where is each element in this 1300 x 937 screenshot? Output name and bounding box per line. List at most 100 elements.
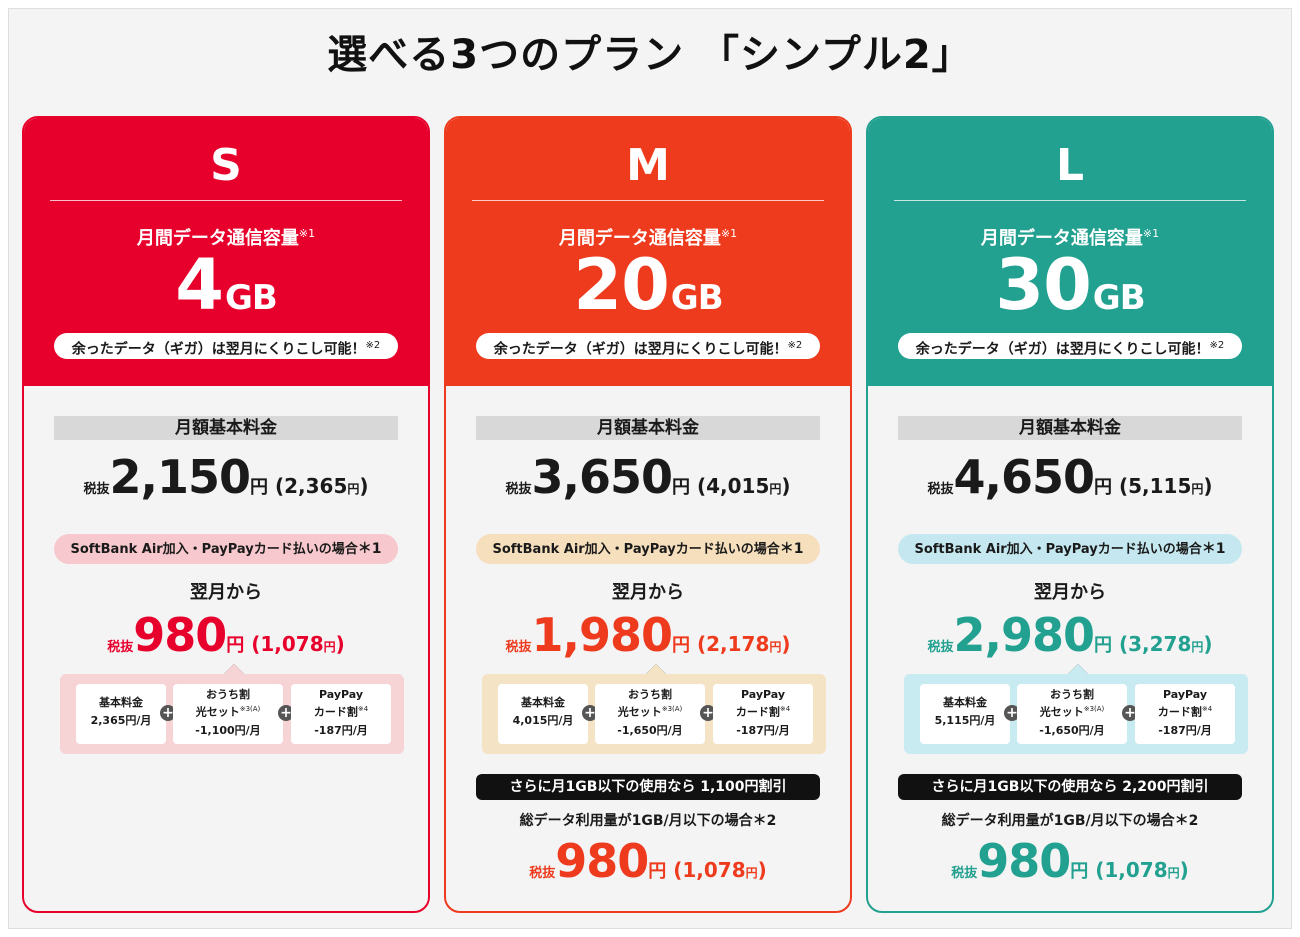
capacity-label-text: 月間データ通信容量 — [136, 228, 299, 249]
base-fee-label: 月額基本料金 — [898, 416, 1242, 440]
breakdown-base-fee: 基本料金 2,365円/月 — [76, 684, 166, 744]
breakdown-home-note: ※3(A) — [239, 705, 261, 713]
final-price: 980 — [977, 834, 1071, 888]
yen-unit: 円 — [250, 477, 268, 498]
header-divider — [50, 200, 402, 201]
breakdown-base-fee: 基本料金 5,115円/月 — [920, 684, 1010, 744]
breakdown-paypay-line1: PayPay — [1162, 688, 1208, 701]
tax-label: 税抜 — [927, 640, 954, 655]
breakdown-home-line1: おうち割 — [628, 688, 672, 701]
tax-label: 税抜 — [927, 482, 954, 497]
capacity-note: ※1 — [720, 227, 738, 240]
discount-price: 2,980 — [953, 608, 1095, 662]
base-price-incl-value: 4,015 — [706, 474, 770, 498]
capacity-note: ※1 — [298, 227, 316, 240]
capacity-number: 30 — [995, 244, 1091, 326]
capacity-unit: GB — [670, 278, 724, 318]
capacity-value: 20GB — [446, 244, 850, 326]
final-price-row: 税抜980円 (1,078円) — [446, 834, 850, 888]
plus-icon: + — [582, 705, 598, 721]
discount-price-row: 税抜1,980円 (2,178円) — [446, 608, 850, 662]
breakdown-paypay-note: ※4 — [779, 705, 791, 713]
condition-text: SoftBank Air加入・PayPayカード払いの場合 — [492, 542, 780, 557]
breakdown-paypay-value: -187円/月 — [1158, 723, 1212, 737]
base-price-row: 税抜3,650円 (4,015円) — [446, 450, 850, 504]
total-usage-condition: 総データ利用量が1GB/月以下の場合＊2 — [446, 810, 850, 830]
condition-text: SoftBank Air加入・PayPayカード払いの場合 — [70, 542, 358, 557]
breakdown-paypay: PayPay カード割※4 -187円/月 — [713, 684, 813, 744]
plus-icon: + — [700, 705, 716, 721]
rollover-pill: 余ったデータ（ギガ）は翌月にくりこし可能！※2 — [476, 333, 820, 359]
plus-icon: + — [278, 705, 294, 721]
breakdown-base-value: 2,365円/月 — [90, 714, 152, 727]
tax-label: 税抜 — [83, 482, 110, 497]
plus-icon: + — [1122, 705, 1138, 721]
breakdown-home-set: おうち割 光セット※3(A) -1,650円/月 — [1017, 684, 1127, 744]
breakdown-paypay-value: -187円/月 — [736, 723, 790, 737]
condition-mark: ＊1 — [357, 541, 382, 557]
total-usage-text: 総データ利用量が1GB/月以下の場合 — [519, 813, 753, 829]
tax-label: 税抜 — [107, 640, 134, 655]
yen-unit: 円 — [672, 635, 690, 656]
final-price-incl: (1,078円) — [666, 858, 767, 882]
final-price: 980 — [555, 834, 649, 888]
header-divider — [472, 200, 824, 201]
discount-price: 980 — [133, 608, 227, 662]
plan-header: M 月間データ通信容量※1 20GB 余ったデータ（ギガ）は翌月にくりこし可能！※2 — [446, 118, 850, 386]
base-price-incl-value: 5,115 — [1128, 474, 1192, 498]
breakdown-pointer — [224, 664, 244, 674]
header-divider — [894, 200, 1246, 201]
breakdown-home-value: -1,100円/月 — [195, 723, 261, 737]
from-next-month: 翌月から — [612, 582, 684, 603]
breakdown-paypay-note: ※4 — [1201, 705, 1213, 713]
capacity-unit: GB — [1092, 278, 1146, 318]
breakdown-base-label: 基本料金 — [943, 696, 987, 709]
discount-price: 1,980 — [531, 608, 673, 662]
breakdown-home-note: ※3(A) — [1083, 705, 1105, 713]
tax-label: 税抜 — [951, 866, 978, 881]
plan-name: M — [626, 140, 670, 191]
discount-price-incl-value: 1,078 — [260, 632, 324, 656]
breakdown-pointer — [1068, 664, 1088, 674]
breakdown-base-label: 基本料金 — [99, 696, 143, 709]
discount-breakdown: 基本料金 2,365円/月 + おうち割 光セット※3(A) -1,100円/月 + PayP… — [60, 664, 404, 754]
breakdown-home-line1: おうち割 — [206, 688, 250, 701]
breakdown-home-set: おうち割 光セット※3(A) -1,100円/月 — [173, 684, 283, 744]
breakdown-paypay-value: -187円/月 — [314, 723, 368, 737]
rollover-pill: 余ったデータ（ギガ）は翌月にくりこし可能！※2 — [898, 333, 1242, 359]
discount-price-incl: (2,178円) — [690, 632, 791, 656]
condition-pill: SoftBank Air加入・PayPayカード払いの場合＊1 — [54, 534, 398, 564]
discount-breakdown: 基本料金 4,015円/月 + おうち割 光セット※3(A) -1,650円/月 + PayP… — [482, 664, 826, 754]
yen-unit: 円 — [1094, 477, 1112, 498]
rollover-note: ※2 — [787, 340, 803, 351]
breakdown-base-label: 基本料金 — [521, 696, 565, 709]
condition-pill: SoftBank Air加入・PayPayカード払いの場合＊1 — [476, 534, 820, 564]
breakdown-base-value: 5,115円/月 — [934, 714, 996, 727]
breakdown-paypay: PayPay カード割※4 -187円/月 — [1135, 684, 1235, 744]
base-price-incl: (2,365円) — [268, 474, 369, 498]
breakdown-home-line1: おうち割 — [1050, 688, 1094, 701]
final-price-incl-value: 1,078 — [682, 858, 746, 882]
tax-label: 税抜 — [505, 640, 532, 655]
discount-price-row: 税抜2,980円 (3,278円) — [868, 608, 1272, 662]
breakdown-home-line2: 光セット — [1039, 705, 1084, 719]
breakdown-pointer — [646, 664, 666, 674]
total-usage-mark: ＊2 — [752, 813, 777, 829]
yen-unit-small: 円 — [769, 640, 782, 654]
yen-unit-small: 円 — [745, 866, 758, 880]
capacity-value: 30GB — [868, 244, 1272, 326]
condition-pill: SoftBank Air加入・PayPayカード払いの場合＊1 — [898, 534, 1242, 564]
capacity-label: 月間データ通信容量※1 — [868, 224, 1272, 250]
breakdown-paypay: PayPay カード割※4 -187円/月 — [291, 684, 391, 744]
yen-unit-small: 円 — [323, 640, 336, 654]
yen-unit: 円 — [226, 635, 245, 656]
discount-price-row: 税抜980円 (1,078円) — [24, 608, 428, 662]
plan-name: S — [210, 140, 242, 191]
breakdown-home-set: おうち割 光セット※3(A) -1,650円/月 — [595, 684, 705, 744]
breakdown-paypay-line2: カード割 — [1157, 705, 1202, 719]
rollover-text: 余ったデータ（ギガ）は翌月にくりこし可能！ — [71, 341, 366, 358]
base-price-row: 税抜4,650円 (5,115円) — [868, 450, 1272, 504]
yen-unit-small: 円 — [1191, 640, 1204, 654]
capacity-number: 4 — [175, 244, 224, 326]
discount-price-incl: (1,078円) — [244, 632, 345, 656]
